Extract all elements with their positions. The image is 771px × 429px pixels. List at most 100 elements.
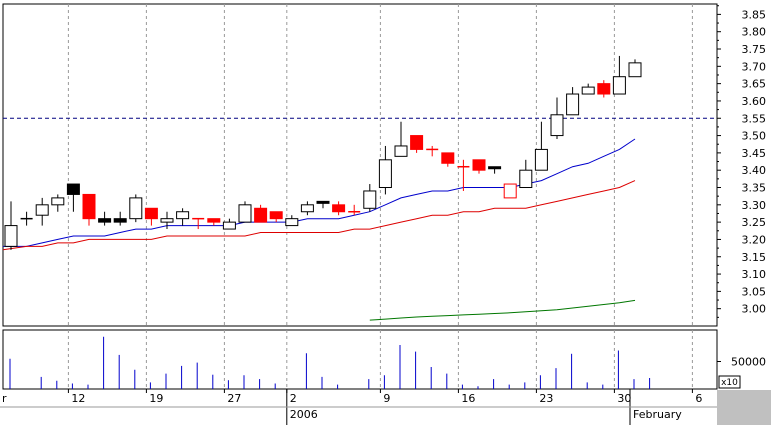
candle-body [300, 204, 314, 213]
x-tick-label: 27 [227, 392, 241, 405]
y-tick-label: 3.05 [742, 285, 767, 298]
candle [192, 217, 205, 230]
period-label: 2006 [290, 408, 318, 421]
candle-body [144, 207, 158, 220]
x-axis: r 12 19 27 2 9 16 23 30 6 2006 February [0, 389, 717, 425]
period-label: February [633, 408, 682, 421]
moving-average-line-ma_long [369, 299, 636, 321]
y-tick-label: 3.65 [742, 78, 767, 91]
y-tick-label: 3.30 [742, 199, 767, 212]
candle [503, 183, 517, 199]
candle [519, 159, 533, 189]
x-tick-label: 19 [149, 392, 163, 405]
candle [316, 200, 330, 209]
y-tick-label: 3.50 [742, 130, 767, 143]
y-tick-label: 3.40 [742, 164, 767, 177]
candle [534, 121, 548, 171]
price-y-axis: 3.00 3.05 3.10 3.15 3.20 3.25 3.30 3.35 3.40 3.45… [717, 5, 767, 318]
candle-body [160, 218, 174, 223]
candle [20, 211, 33, 226]
grid-lines [67, 4, 693, 389]
candle-body [503, 183, 517, 199]
candle-body [207, 218, 221, 223]
x-tick-label: 6 [695, 392, 702, 405]
volume-unit-box [718, 375, 741, 389]
candle-body [550, 114, 564, 137]
x-tick-label: 23 [539, 392, 553, 405]
candle [597, 80, 611, 98]
candle [66, 183, 80, 212]
candle [410, 135, 424, 153]
y-tick-label: 3.20 [742, 233, 767, 246]
candle [394, 121, 408, 157]
candle-body [519, 169, 533, 189]
volume-panel [2, 329, 718, 390]
candle-body [98, 218, 112, 223]
candle-body [597, 83, 611, 95]
candle-body [113, 218, 127, 223]
candle-body [51, 197, 65, 206]
candle [550, 97, 564, 140]
candle [378, 145, 392, 195]
candle-body [628, 62, 642, 78]
candle-body [410, 135, 424, 150]
candle [426, 145, 439, 157]
candle [581, 83, 595, 95]
candle-body [82, 193, 96, 220]
candle-body [316, 200, 330, 204]
y-tick-label: 3.45 [742, 147, 767, 160]
candle-body [581, 86, 595, 95]
candle-body [176, 211, 190, 220]
candle [269, 211, 283, 223]
candle-body [238, 204, 252, 223]
candle-body [4, 225, 18, 247]
candle-body [35, 204, 49, 216]
candle-body [129, 197, 143, 220]
y-tick-label: 3.55 [742, 112, 767, 125]
candle-body [612, 76, 626, 95]
candle [363, 184, 377, 212]
candle [300, 201, 314, 216]
candle [222, 218, 236, 230]
x-tick-label: 9 [383, 392, 390, 405]
y-tick-label: 3.60 [742, 95, 767, 108]
candle-body [222, 221, 236, 230]
candle [160, 211, 174, 230]
candle-body [394, 145, 408, 157]
x-tick-label: r [2, 392, 7, 405]
moving-average-line-ma_mid [2, 180, 636, 251]
y-tick-label: 3.75 [742, 43, 767, 56]
volume-tick-label: 50000 [731, 356, 766, 369]
candle-body [254, 207, 268, 223]
volume-unit-label: x10 [721, 378, 738, 388]
candle-body [488, 166, 502, 170]
candle [35, 197, 49, 226]
price-panel [2, 3, 718, 327]
axis-corner-panel [717, 390, 771, 425]
candle [612, 55, 626, 95]
candle [457, 159, 470, 191]
candle [82, 193, 96, 226]
candle-body [441, 152, 455, 164]
candle [207, 218, 221, 226]
candle [285, 215, 299, 227]
y-tick-label: 3.70 [742, 60, 767, 73]
candle-body [378, 159, 392, 189]
candle [4, 201, 18, 250]
candles [4, 55, 642, 250]
candle [348, 204, 361, 216]
candle [238, 201, 252, 223]
candle [176, 208, 190, 226]
x-tick-label: 30 [617, 392, 631, 405]
candle-body [566, 93, 580, 116]
candle-body [363, 190, 377, 209]
candle-body [472, 159, 486, 171]
candle [98, 211, 112, 226]
candle [113, 211, 127, 226]
candle-body [332, 204, 346, 213]
x-tick-label: 2 [290, 392, 297, 405]
candle-body [269, 211, 283, 220]
candle [628, 59, 642, 78]
volume-y-axis: 50000 x10 [717, 356, 766, 389]
